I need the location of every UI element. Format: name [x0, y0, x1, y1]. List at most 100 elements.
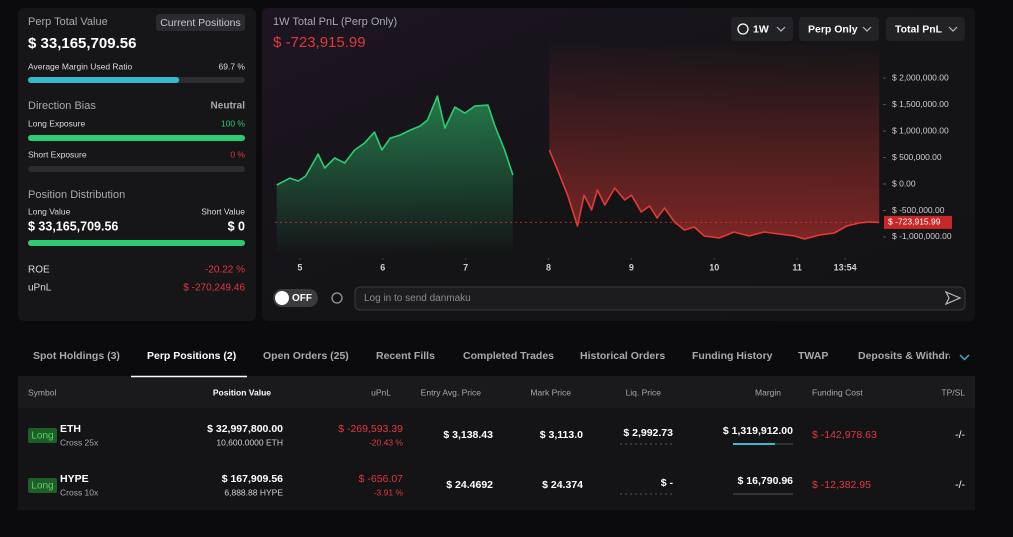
tab[interactable]: TWAP [798, 350, 828, 362]
position-value: $ 32,997,800.00 [207, 423, 283, 435]
column-header[interactable]: TP/SL [941, 387, 965, 397]
toggle-label[interactable]: OFF [292, 293, 312, 304]
liq-price: $ 2,992.73 [623, 427, 673, 439]
column-header[interactable]: Position Value [213, 387, 271, 397]
x-tick-label: 10 [709, 262, 719, 272]
tp-sl: -/- [955, 479, 965, 491]
metric-label: ROE [28, 265, 50, 276]
tp-sl: -/- [955, 429, 965, 441]
section-label: Direction Bias [28, 100, 96, 112]
dropdown-label[interactable]: Total PnL [895, 23, 943, 35]
button-label[interactable]: Current Positions [160, 17, 241, 29]
exposure-value: 0 % [230, 149, 245, 159]
tab[interactable]: Recent Fills [376, 350, 435, 362]
entry-price: $ 24.4692 [446, 479, 493, 491]
tab[interactable]: Historical Orders [580, 350, 665, 362]
metric-label: uPnL [28, 283, 52, 294]
input-placeholder: Log in to send danmaku [364, 293, 471, 304]
dropdown-label[interactable]: Perp Only [808, 23, 858, 35]
symbol: HYPE [60, 473, 89, 485]
column-header[interactable]: Margin [755, 387, 781, 397]
pnl-line [548, 149, 880, 240]
column-header[interactable]: Liq. Price [626, 387, 662, 397]
margin-mode: Cross 10x [60, 487, 99, 497]
chevron [776, 26, 786, 32]
current-value-tag [884, 215, 952, 229]
short-value: $ 0 [228, 219, 245, 233]
chart-title: 1W Total PnL (Perp Only) [273, 16, 397, 28]
tab[interactable]: Completed Trades [463, 350, 554, 362]
bias-status: Neutral [211, 101, 246, 112]
column-header[interactable]: Funding Cost [812, 387, 863, 397]
total-value: $ 33,165,709.56 [28, 35, 136, 52]
symbol: ETH [60, 423, 81, 435]
column-header[interactable]: Mark Price [530, 387, 571, 397]
exposure-label: Long Exposure [28, 118, 85, 128]
y-tick-label: $ 500,000.00 [892, 152, 942, 162]
tab[interactable]: Funding History [692, 350, 773, 362]
upnl: $ -656.07 [359, 473, 404, 485]
x-tick-label: 5 [297, 262, 302, 272]
dropdown-label[interactable]: 1W [753, 23, 769, 35]
danmaku-input[interactable] [354, 286, 966, 311]
chevron [948, 26, 958, 32]
value-label: Short Value [201, 206, 245, 216]
chevron [862, 26, 872, 32]
mark-price: $ 3,113.0 [540, 429, 583, 441]
column-header[interactable]: Entry Avg. Price [421, 387, 482, 397]
tab[interactable]: Open Orders (25) [263, 350, 349, 362]
tab[interactable]: Perp Positions (2) [147, 350, 236, 362]
settings-icon[interactable] [331, 292, 343, 304]
liq-price: $ - [661, 477, 674, 489]
current-positions-button[interactable] [156, 14, 245, 31]
upnl: $ -269,593.39 [338, 423, 403, 435]
table-header [18, 378, 975, 408]
current-value-tag-label: $ -723,915.99 [888, 217, 941, 227]
panel-title: Perp Total Value [28, 16, 108, 28]
send-icon[interactable] [944, 290, 962, 306]
margin-bar [28, 77, 180, 83]
clock-icon [737, 23, 749, 35]
margin: $ 1,319,912.00 [723, 425, 793, 437]
dropdown[interactable] [731, 17, 793, 41]
tab[interactable]: Spot Holdings (3) [33, 350, 120, 362]
current-value: $ -723,915.99 [273, 34, 366, 51]
pnl-line [276, 95, 514, 186]
short-exposure-bar-track [28, 166, 245, 172]
margin-mode: Cross 25x [60, 437, 99, 447]
column-header[interactable]: uPnL [371, 387, 391, 397]
mark-price: $ 24.374 [542, 479, 583, 491]
tab[interactable]: Deposits & Withdrawals [858, 350, 978, 362]
position-size: 6,888.88 HYPE [224, 487, 283, 497]
tabs-chevron[interactable] [959, 354, 970, 361]
upnl-percent: -20.43 % [369, 437, 403, 447]
pnl-area [276, 96, 513, 255]
metric-value: -20.22 % [205, 265, 245, 276]
toggle-knob[interactable] [275, 291, 289, 305]
pnl-area [549, 40, 880, 239]
y-tick-label: $ 2,000,000.00 [892, 72, 949, 82]
x-tick-label: 8 [546, 262, 551, 272]
long-exposure-bar [28, 135, 245, 141]
distribution-bar [28, 240, 245, 246]
position-value: $ 167,909.56 [222, 473, 283, 485]
entry-price: $ 3,138.43 [443, 429, 493, 441]
side-badge [28, 478, 57, 493]
column-header[interactable]: Symbol [28, 387, 56, 397]
x-tick-label: 11 [792, 262, 802, 272]
margin: $ 16,790.96 [738, 475, 794, 487]
x-tick-label: 13:54 [834, 262, 857, 272]
margin-indicator [733, 443, 775, 445]
tab-fade [950, 345, 1013, 367]
dropdown[interactable] [799, 17, 879, 41]
y-tick-label: $ 0.00 [892, 178, 916, 188]
dropdown[interactable] [886, 17, 965, 41]
x-tick-label: 7 [463, 262, 468, 272]
side-badge-label: Long [31, 431, 53, 442]
exposure-label: Short Exposure [28, 149, 87, 159]
side-badge [28, 428, 57, 443]
margin-value: 69.7 % [219, 61, 246, 71]
long-value: $ 33,165,709.56 [28, 219, 118, 233]
metric-value: $ -270,249.46 [183, 283, 245, 294]
